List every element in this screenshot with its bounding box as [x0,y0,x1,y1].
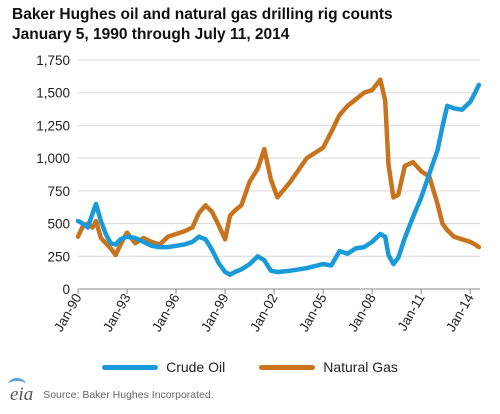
y-tick-label: 1,750 [36,53,70,68]
gridlines [77,59,480,294]
y-tick-label: 1,000 [36,151,70,166]
y-tick-label: 0 [62,282,70,297]
series-lines [75,77,482,277]
x-tick-label: Jan-14 [443,291,477,335]
series-line-crude-oil [75,82,482,277]
series-line-natural-gas [75,77,482,258]
footer: eia Source: Baker Hughes Incorporated. [8,378,214,406]
title-line-2: January 5, 1990 through July 11, 2014 [12,26,290,43]
x-tick-label: Jan-99 [198,291,232,334]
x-tick-label: Jan-93 [100,291,134,334]
legend-item-natural-gas: Natural Gas [259,359,398,375]
y-tick-label: 250 [47,249,70,264]
x-tick-label: Jan-02 [247,291,281,334]
legend-label-crude-oil: Crude Oil [166,359,226,375]
x-tick-label: Jan-05 [296,291,330,334]
source-note: Source: Baker Hughes Incorporated. [43,389,214,401]
y-tick-label: 750 [47,184,70,199]
y-tick-label: 1,500 [36,86,70,101]
x-tick-label: Jan-96 [149,291,183,334]
title-line-1: Baker Hughes oil and natural gas drillin… [12,6,393,23]
x-axis-tick-labels: Jan-90 Jan-93 Jan-96 Jan-99 Jan-02 Jan-05 Jan-… [51,291,477,335]
x-tick-label: Jan-90 [51,291,85,334]
y-axis-tick-labels: 0 250 500 750 1,000 1,250 1,500 1,750 [36,53,70,297]
legend-swatch-crude-oil [102,364,159,370]
legend-swatch-natural-gas [259,364,316,370]
x-tick-label: Jan-11 [395,291,428,333]
y-tick-label: 1,250 [36,118,70,133]
eia-logo: eia [8,378,33,406]
x-tick-label: Jan-08 [345,291,379,334]
legend: Crude Oil Natural Gas [0,359,500,375]
chart-title: Baker Hughes oil and natural gas drillin… [12,5,393,45]
y-tick-label: 500 [47,217,70,232]
legend-item-crude-oil: Crude Oil [102,359,225,375]
logo-arc-icon [8,378,26,391]
legend-label-natural-gas: Natural Gas [323,359,398,375]
